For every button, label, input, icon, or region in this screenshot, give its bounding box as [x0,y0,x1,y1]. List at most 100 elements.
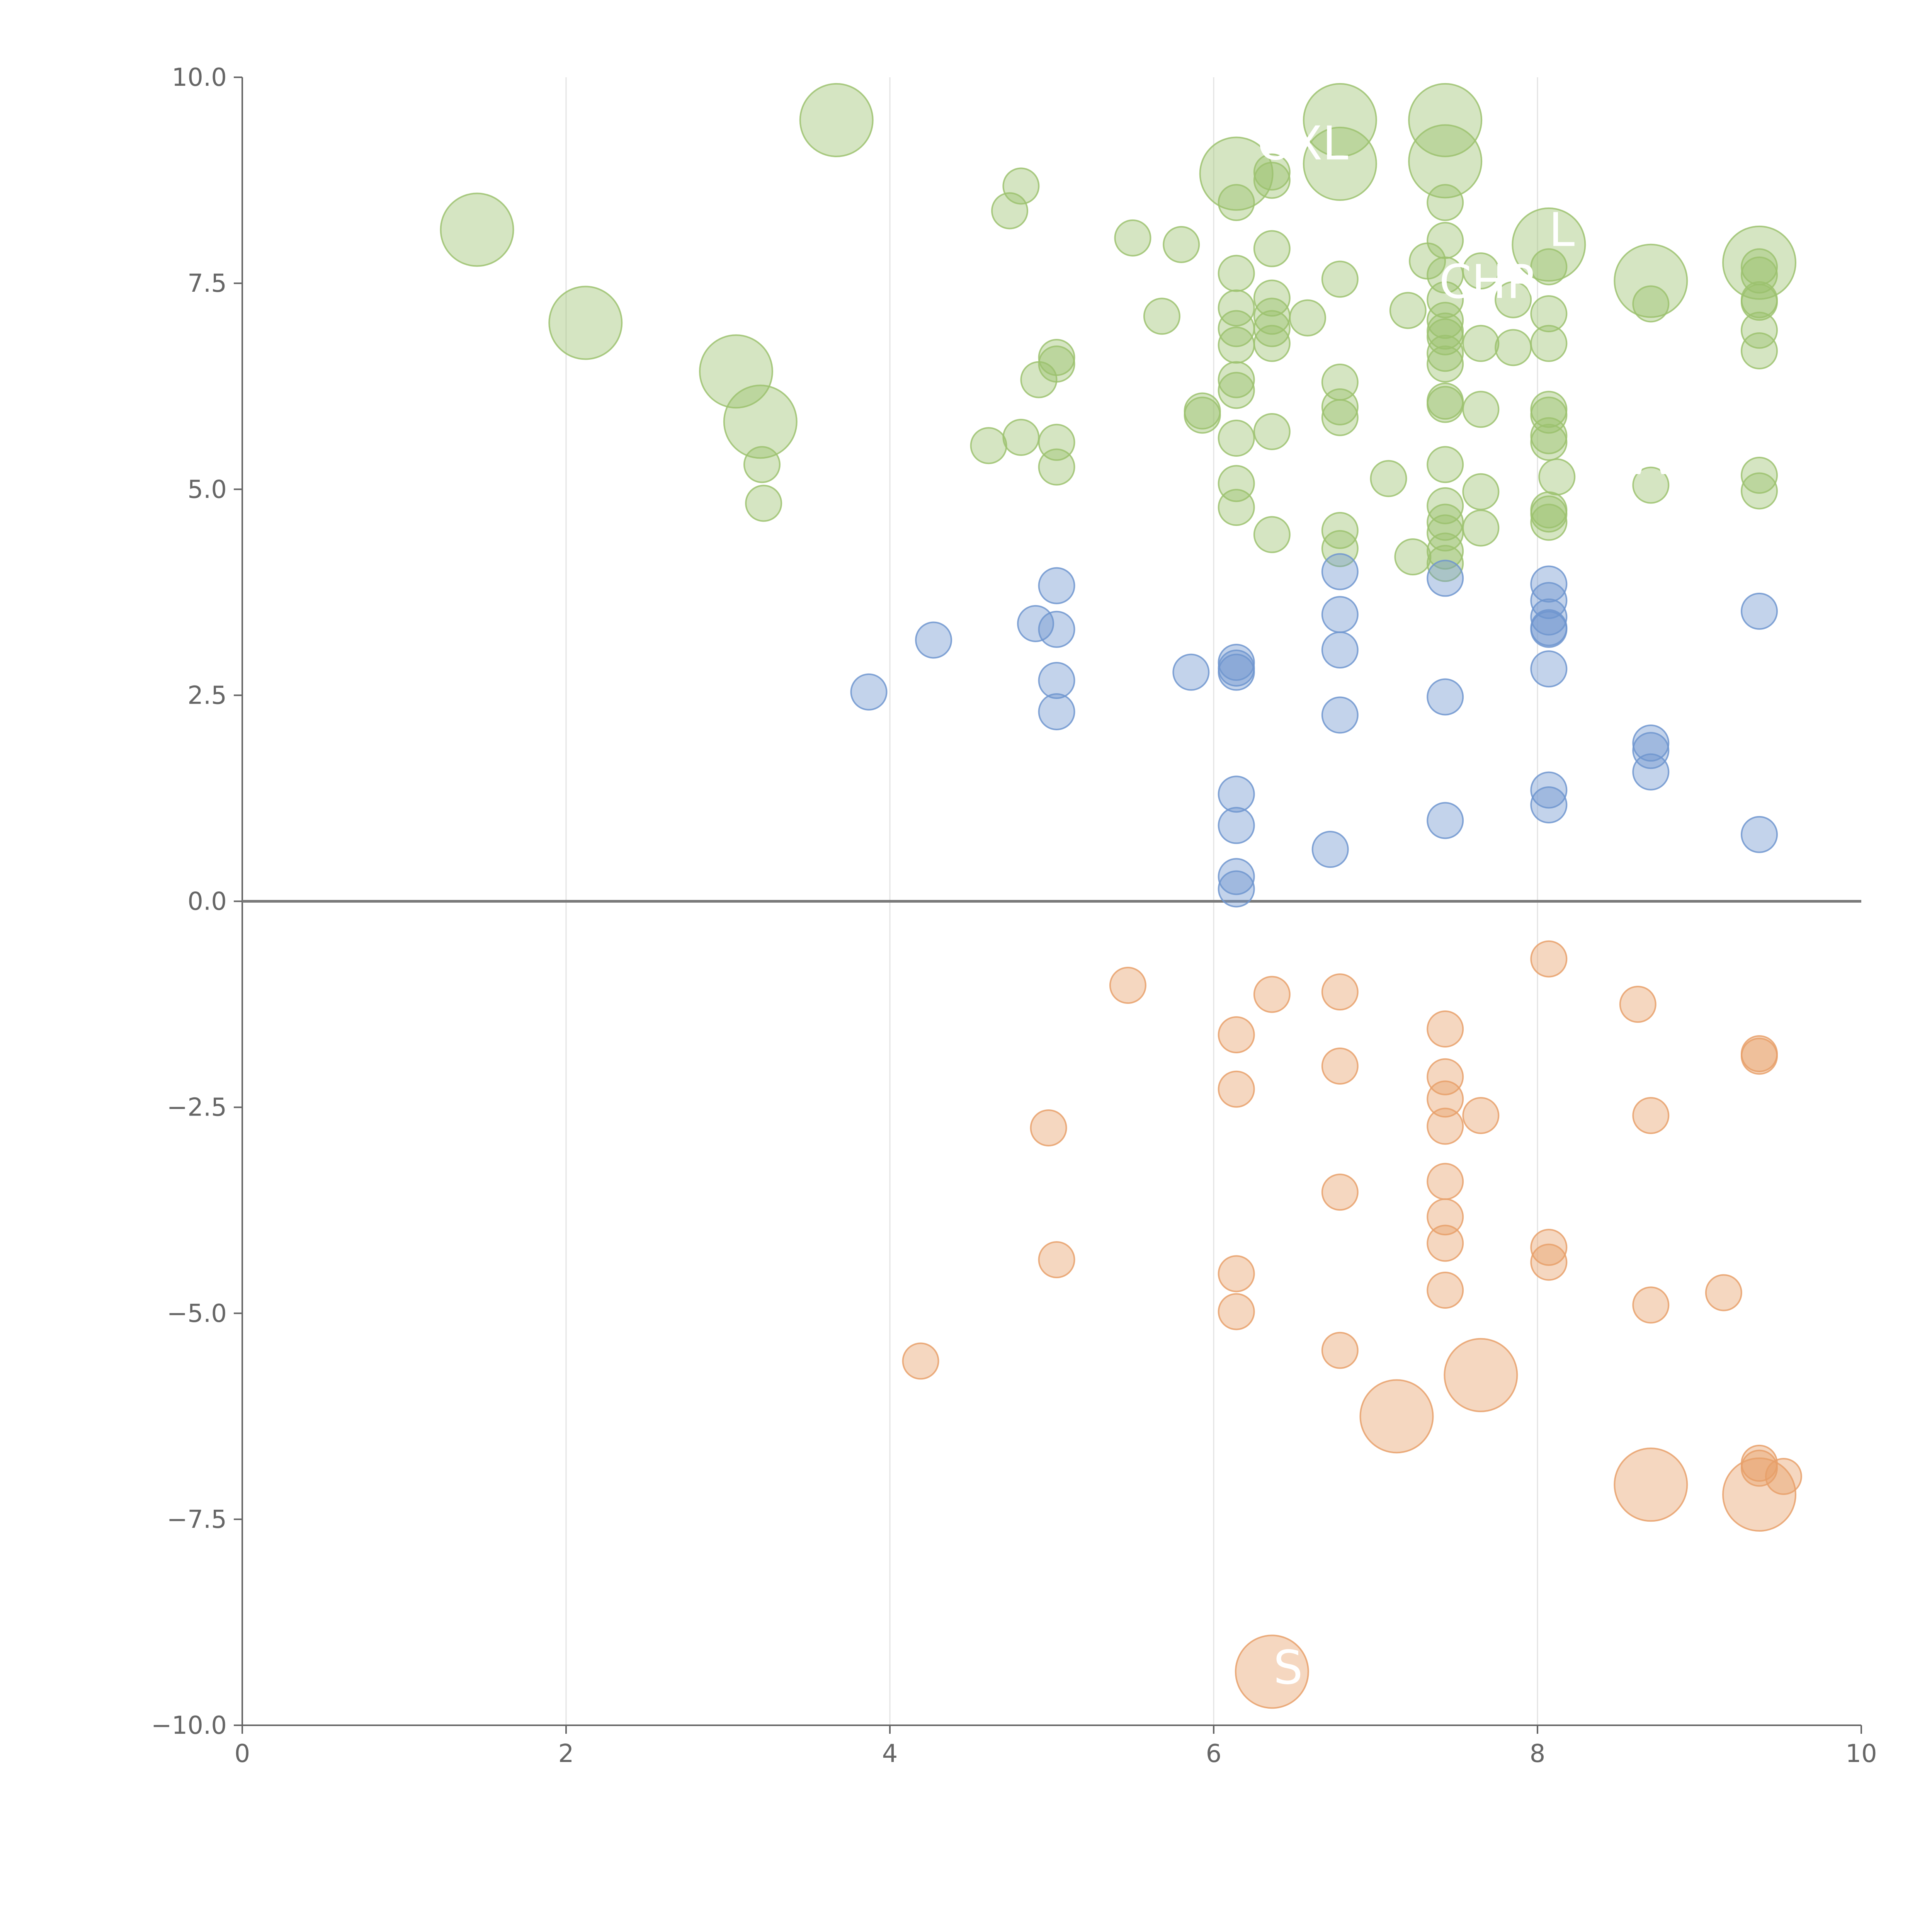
bubble-blue [1218,807,1255,844]
bubble-green [1163,226,1200,263]
y-tick-label: 0.0 [187,888,227,916]
bubble-orange [1632,1286,1670,1324]
bubble-orange [1218,1070,1255,1108]
bubble-orange [1321,1048,1359,1085]
bubble-green [1408,124,1483,199]
bubble-green [1530,295,1568,333]
bubble-green [1614,243,1688,318]
bubble-blue [1172,653,1210,691]
bubble-blue [1218,653,1255,691]
axis-ticks: 0 2 4 6 8 10 −10.0 −7.5 −5.0 −2.5 0.0 2.5 5.0 7.5 10.0 [151,63,1877,1768]
bubble-orange [1530,1229,1568,1266]
bubble-blue [1530,598,1568,636]
bubble-green [1394,538,1432,576]
bubble-green [1530,396,1568,434]
bubble-green [745,485,782,522]
bubble-green [1530,325,1568,362]
bubble-green [1495,329,1532,366]
bubble-orange [1632,1097,1670,1134]
x-tick-label: 8 [1530,1740,1546,1768]
bubble-green [1632,285,1670,323]
bubble-green [1408,83,1483,157]
bubble-green [1462,473,1500,510]
bubble-orange [1530,940,1568,978]
bubble-green [1321,399,1359,436]
bubble-blue [850,673,888,711]
bubble-green [1038,448,1075,486]
bubble-green [1218,489,1255,526]
bubble-green [1722,225,1797,300]
bubble-green [991,192,1029,230]
bubble-orange [1444,1338,1518,1412]
x-tick-label: 4 [882,1740,898,1768]
bubble-orange [1427,1198,1464,1236]
bubble-orange [902,1342,939,1380]
bubble-orange [1218,1293,1255,1330]
bubble-green [743,446,781,483]
bubble-orange [1765,1458,1802,1495]
bubble-green [1512,207,1586,282]
bubble-orange [1321,1173,1359,1211]
bubble-green [1530,503,1568,541]
bubble-green [1253,310,1291,347]
bubble-blue [1218,870,1255,908]
bubble-green [1002,418,1040,456]
bubble-blue [1632,732,1670,769]
bubble-green [1427,318,1464,355]
bubble-green [1530,248,1568,286]
bubble-green [1253,153,1291,191]
bubble-blue [1427,802,1464,839]
bubble-green [1427,487,1464,524]
bubble-orange [1741,1037,1778,1075]
x-tick-label: 0 [235,1740,250,1768]
bubble-blue [1321,631,1359,669]
y-tick-label: 2.5 [187,681,227,710]
bubble-green [1427,281,1464,318]
bubble-orange [1321,1332,1359,1369]
bubble-green [1218,420,1255,457]
bubble-blue [1530,611,1568,648]
bubble-blue [1218,776,1255,813]
bubble-green [1114,219,1151,257]
bubble-blue [1038,662,1075,699]
bubble-blue [1321,553,1359,590]
bubble-green [1389,292,1427,329]
bubble-blue [1741,592,1778,630]
bubble-green [1303,126,1377,201]
bubble-orange [1427,1107,1464,1145]
bubble-green [1427,302,1464,339]
bubble-orange [1109,967,1146,1004]
bubble-orange [1218,1255,1255,1293]
bubble-orange [1427,1272,1464,1309]
bubble-green [1427,222,1464,259]
x-tick-label: 6 [1206,1740,1222,1768]
bubble-blue [1530,582,1568,619]
bubble-blue [1038,611,1075,648]
bubble-green [1002,167,1040,205]
bubble-green [1218,255,1255,292]
bubble-green [1741,284,1778,321]
bubble-green [1289,299,1327,337]
bubble-green [970,427,1007,464]
bubble-green [1427,335,1464,372]
y-tick-label: −2.5 [167,1094,227,1122]
bubble-green [723,384,798,459]
bubble-green [1741,472,1778,510]
bubble-green [1427,532,1464,570]
bubble-blue [1530,786,1568,823]
bubble-green [1184,396,1221,434]
bubble-green [1530,495,1568,533]
bubble-orange [1427,1010,1464,1048]
y-tick-label: 10.0 [172,63,227,92]
bubble-orange [1359,1379,1434,1454]
bubble-green [1530,423,1568,461]
bubble-orange [1253,976,1291,1013]
bubble-orange [1530,1243,1568,1281]
bubble-blue [915,621,952,659]
bubble-green [1253,162,1291,199]
bubble-green [1143,298,1180,335]
bubble-green [1218,372,1255,409]
bubble-orange [1427,1080,1464,1118]
bubble-orange [1614,1447,1688,1522]
